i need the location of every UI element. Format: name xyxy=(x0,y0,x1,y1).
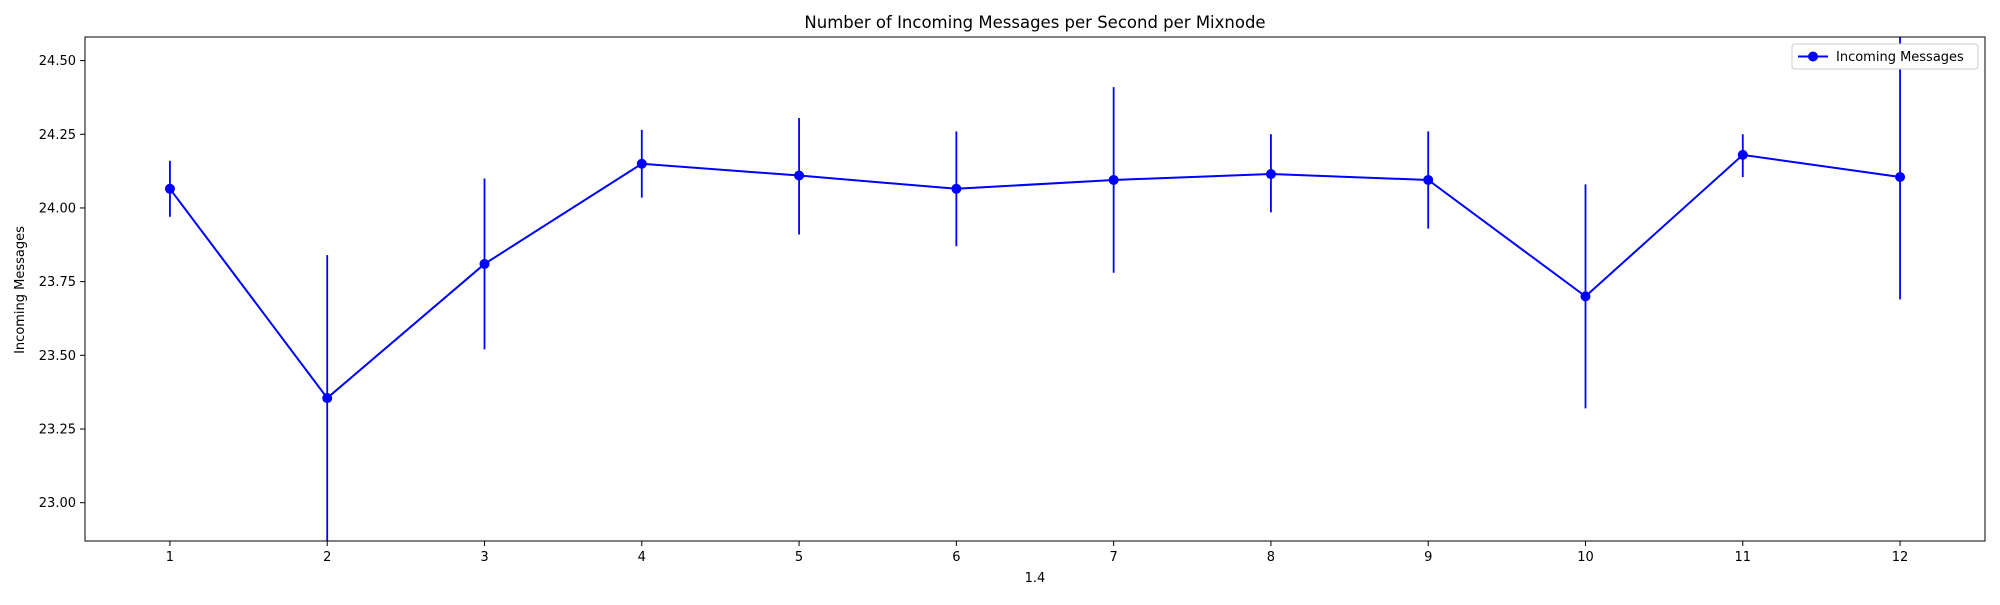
x-tick-label: 2 xyxy=(323,550,331,565)
legend: Incoming Messages xyxy=(1791,43,1979,70)
y-tick-label: 23.00 xyxy=(39,496,76,511)
data-point xyxy=(322,393,333,404)
x-tick-label: 1 xyxy=(166,550,174,565)
legend-label: Incoming Messages xyxy=(1836,50,1964,65)
x-tick-label: 5 xyxy=(795,550,803,565)
data-point xyxy=(1737,149,1748,160)
x-tick-label: 10 xyxy=(1577,550,1594,565)
x-tick-label: 11 xyxy=(1735,550,1752,565)
data-point xyxy=(951,183,962,194)
data-point xyxy=(164,183,175,194)
legend-point-marker xyxy=(1808,51,1818,62)
data-point xyxy=(636,158,647,169)
chart-title: Number of Incoming Messages per Second p… xyxy=(804,13,1265,32)
x-tick-label: 4 xyxy=(638,550,646,565)
data-point xyxy=(794,170,805,181)
data-series-group xyxy=(164,37,1906,541)
plot-frame xyxy=(84,36,1986,542)
x-tick-label: 12 xyxy=(1892,550,1909,565)
y-tick-label: 24.00 xyxy=(39,201,76,216)
legend-box xyxy=(1791,43,1979,70)
data-point xyxy=(1423,174,1434,185)
x-tick-label: 7 xyxy=(1110,550,1118,565)
data-point xyxy=(479,258,490,269)
y-tick-label: 23.75 xyxy=(39,275,76,290)
x-tick-label: 8 xyxy=(1267,550,1275,565)
y-tick-label: 23.50 xyxy=(39,349,76,364)
data-point xyxy=(1895,172,1906,182)
y-axis-label: Incoming Messages xyxy=(13,226,28,354)
data-point xyxy=(1265,169,1276,180)
data-point xyxy=(1580,291,1591,302)
x-tick-label: 9 xyxy=(1424,550,1432,565)
data-point xyxy=(1108,174,1119,185)
y-tick-label: 24.50 xyxy=(39,54,76,69)
x-tick-label: 6 xyxy=(952,550,960,565)
series-line xyxy=(169,153,1901,400)
y-tick-label: 24.25 xyxy=(39,128,76,143)
y-tick-label: 23.25 xyxy=(39,423,76,438)
x-axis-label: 1.4 xyxy=(1025,571,1046,586)
x-tick-label: 3 xyxy=(480,550,488,565)
